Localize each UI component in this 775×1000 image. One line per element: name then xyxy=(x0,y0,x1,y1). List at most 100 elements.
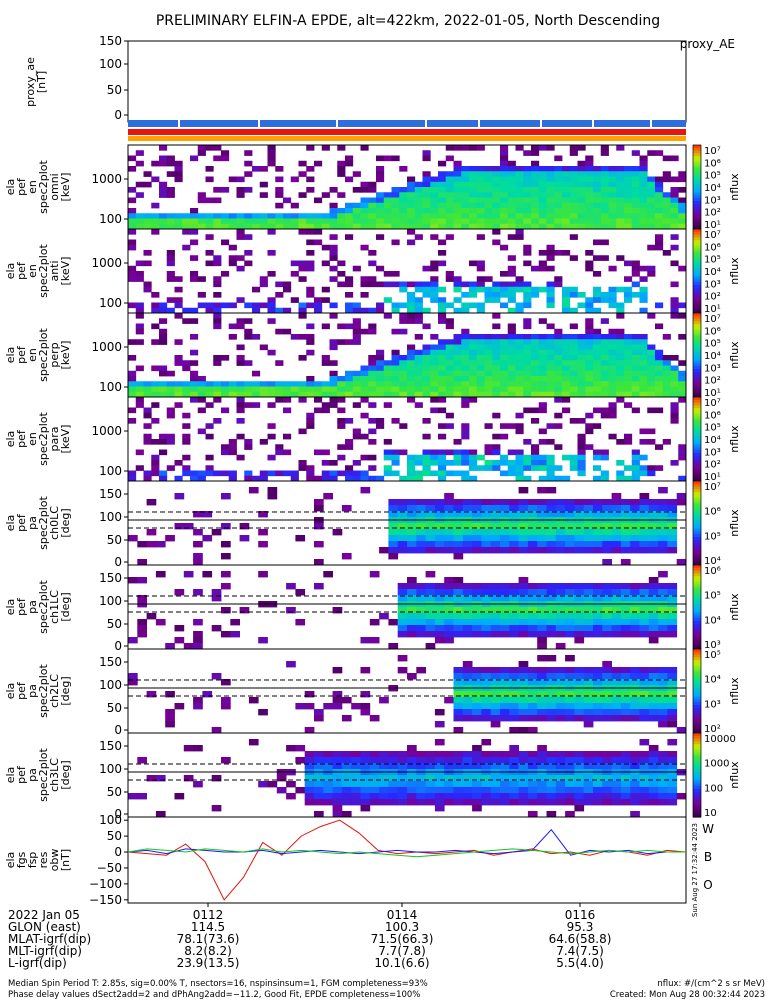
spectrogram-cell xyxy=(507,181,516,188)
y-axis-label: pef xyxy=(15,429,28,448)
spectrogram-cell xyxy=(469,208,478,214)
footer-row-label: MLAT-igrf(dip) xyxy=(8,932,91,946)
pitch-angle-cell xyxy=(239,607,250,614)
spectrogram-cell xyxy=(585,444,594,450)
colorbar-segment xyxy=(693,766,701,770)
spectrogram-cell xyxy=(492,465,501,471)
pitch-angle-cell xyxy=(509,535,519,542)
pitch-angle-cell xyxy=(304,757,315,764)
spectrogram-cell xyxy=(593,355,602,361)
colorbar-segment xyxy=(693,285,701,289)
spectrogram-cell xyxy=(290,475,299,482)
spectrogram-cell xyxy=(360,276,369,282)
pitch-angle-cell xyxy=(630,757,640,764)
pitch-angle-cell xyxy=(341,781,352,788)
pitch-angle-cell xyxy=(146,775,157,782)
pitch-angle-cell xyxy=(546,775,557,782)
pitch-angle-cell xyxy=(527,505,538,512)
spectrogram-cell xyxy=(275,192,284,198)
pitch-angle-cell xyxy=(388,781,399,788)
pitch-angle-cell xyxy=(388,751,399,758)
spectrogram-cell xyxy=(461,334,470,340)
pitch-angle-cell xyxy=(490,529,501,536)
spectrogram-cell xyxy=(445,344,454,351)
spectrogram-cell xyxy=(515,376,524,382)
y-tick-label: 100 xyxy=(99,296,122,310)
spectrogram-cell xyxy=(414,218,423,225)
pitch-angle-cell xyxy=(602,535,612,542)
colorbar-segment xyxy=(693,335,701,339)
pitch-angle-cell xyxy=(472,715,482,722)
spectrogram-cell xyxy=(662,223,671,230)
spectrogram-cell xyxy=(422,171,431,177)
pitch-angle-cell xyxy=(500,607,510,614)
spectrogram-cell xyxy=(600,166,609,172)
spectrogram-cell xyxy=(283,213,292,219)
spectrogram-cell xyxy=(507,265,516,272)
spectrogram-cell xyxy=(267,223,276,230)
y-tick-label: 0 xyxy=(114,845,122,859)
spectrogram-cell xyxy=(329,202,338,209)
spectrogram-cell xyxy=(422,454,431,461)
pitch-angle-cell xyxy=(462,667,473,674)
pitch-angle-cell xyxy=(518,673,529,680)
y-axis-label: [deg] xyxy=(59,760,72,789)
spectrogram-cell xyxy=(159,192,168,198)
spectrogram-cell xyxy=(476,145,485,151)
spectrogram-cell xyxy=(562,250,571,256)
footer-value: 5.5(4.0) xyxy=(556,956,604,970)
spectrogram-cell xyxy=(662,250,671,256)
pitch-angle-cell xyxy=(509,799,519,806)
spectrogram-cell xyxy=(275,166,284,172)
y-tick-label: 100 xyxy=(99,594,122,608)
spectrogram-cell xyxy=(569,218,578,225)
colorbar-tick-label: 10⁵ xyxy=(704,650,721,661)
spectrogram-cell xyxy=(190,271,199,277)
spectrogram-cell xyxy=(306,381,315,387)
spectrogram-cell xyxy=(391,376,400,382)
spectrogram-cell xyxy=(523,192,532,198)
spectrogram-cell xyxy=(531,192,540,198)
spectrogram-cell xyxy=(345,376,354,382)
spectrogram-cell xyxy=(438,192,447,198)
spectrogram-cell xyxy=(631,271,640,277)
spectrogram-cell xyxy=(407,360,416,366)
spectrogram-cell xyxy=(128,155,137,162)
spectrogram-cell xyxy=(469,370,478,377)
spectrogram-cell xyxy=(166,433,175,440)
spectrogram-cell xyxy=(252,334,261,340)
pitch-angle-cell xyxy=(397,583,408,590)
spectrogram-cell xyxy=(414,223,423,230)
spectrogram-cell xyxy=(213,391,222,398)
spectrogram-cell xyxy=(391,202,400,209)
pitch-angle-cell xyxy=(593,529,603,536)
spectrogram-cell xyxy=(306,475,315,482)
spectrogram-cell xyxy=(329,376,338,382)
pitch-angle-cell xyxy=(472,613,482,620)
spectrogram-cell xyxy=(538,218,547,225)
spectrogram-cell xyxy=(259,192,268,198)
spectrogram-cell xyxy=(593,208,602,214)
spectrogram-cell xyxy=(647,470,656,477)
colorbar-tick-label: 10² xyxy=(704,292,721,303)
spectrogram-cell xyxy=(476,176,485,183)
spectrogram-cell xyxy=(221,213,230,219)
y-tick-label: −100 xyxy=(89,877,122,891)
y-axis-label: ch3LC xyxy=(48,758,61,792)
spectrogram-cell xyxy=(639,213,648,219)
spectrogram-cell xyxy=(608,344,617,351)
spectrogram-cell xyxy=(469,202,478,209)
colorbar-tick-label: 10⁷ xyxy=(704,314,721,325)
spectrogram-cell xyxy=(631,465,640,471)
spectrogram-cell xyxy=(523,465,532,471)
pitch-angle-cell xyxy=(611,679,622,686)
pitch-angle-cell xyxy=(620,541,631,548)
pitch-angle-cell xyxy=(453,799,464,806)
pitch-angle-cell xyxy=(658,673,668,680)
pitch-angle-cell xyxy=(332,811,343,818)
spectrogram-cell xyxy=(267,250,276,256)
spectrogram-cell xyxy=(159,187,168,193)
spectrogram-cell xyxy=(577,192,586,198)
pitch-angle-cell xyxy=(574,799,585,806)
spectrogram-cell xyxy=(252,391,261,398)
